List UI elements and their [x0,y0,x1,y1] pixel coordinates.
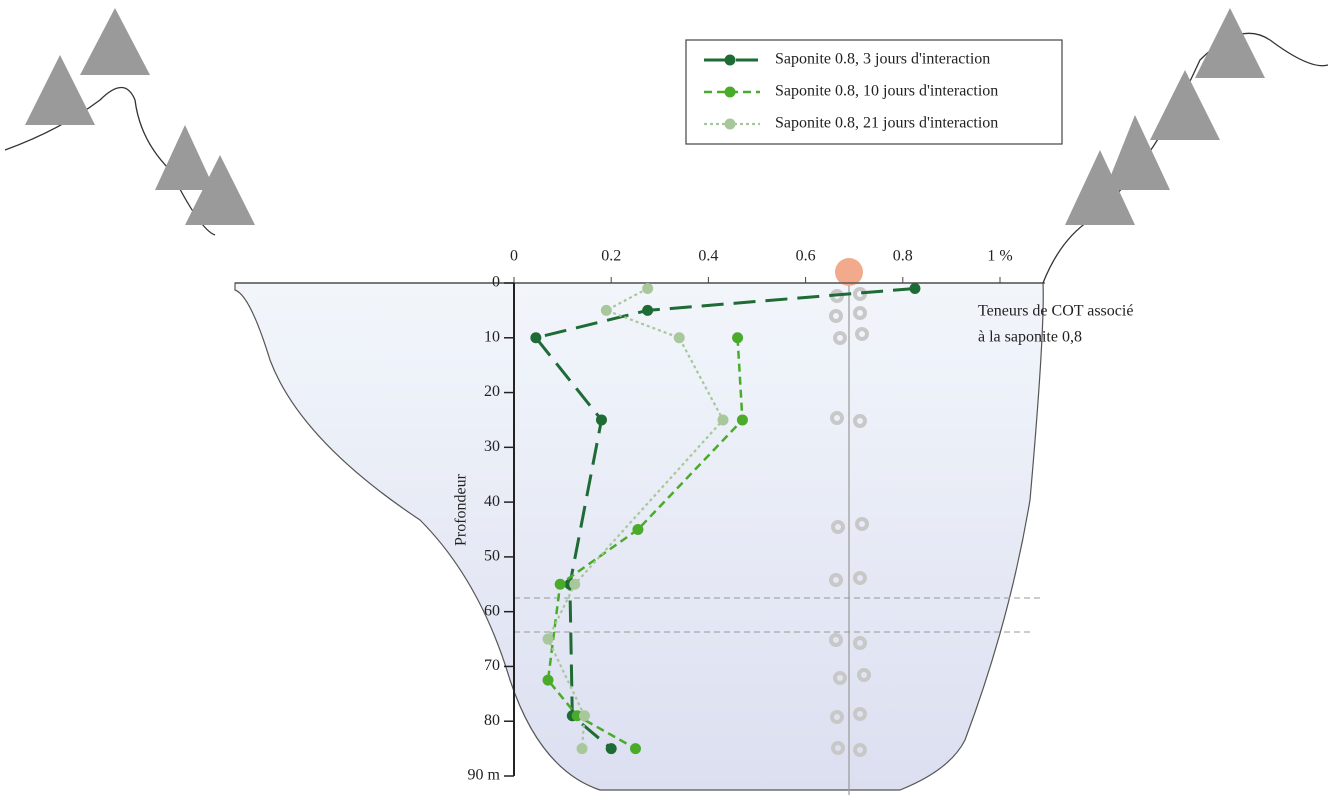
data-point [630,743,641,755]
x-tick-label: 0.2 [601,248,621,265]
legend-marker [724,54,736,66]
annotation: à la saponite 0,8 [978,329,1082,346]
data-point [600,304,612,316]
legend-label: Saponite 0.8, 21 jours d'interaction [775,115,998,132]
y-tick-label: 30 [484,438,500,455]
annotation: Teneurs de COT associé [978,303,1133,320]
legend-box [685,39,1063,145]
y-tick-label: 60 [484,602,500,619]
x-tick-label: 0.8 [893,248,913,265]
legend-marker [724,86,736,98]
y-tick-label: 0 [492,274,500,291]
data-point [673,332,685,344]
y-tick-label: 90 m [468,767,501,784]
data-point [530,332,542,344]
data-point [717,414,729,426]
data-point [642,304,654,316]
data-point [632,524,644,535]
series-line [546,287,725,749]
x-tick-label: 0.6 [796,248,816,265]
data-point [605,743,617,755]
data-point [909,282,921,294]
data-point [542,633,554,645]
data-point [554,578,566,590]
legend-label: Saponite 0.8, 3 jours d'interaction [775,51,990,68]
x-tick-label: 0.4 [698,248,718,265]
data-point [569,578,581,590]
y-tick-label: 70 [484,657,500,674]
y-tick-label: 80 [484,712,500,729]
data-point [736,414,748,426]
y-tick-label: 10 [484,328,500,345]
data-point [732,332,744,344]
data-point [595,414,607,426]
x-tick-label: 1 % [987,248,1012,265]
y-axis-label: Profondeur [453,473,470,546]
y-tick-label: 20 [484,383,500,400]
legend-label: Saponite 0.8, 10 jours d'interaction [775,83,998,100]
data-point [642,282,654,294]
scenery [4,8,1329,795]
data-point [542,674,554,686]
y-tick-label: 50 [484,548,500,565]
y-tick-label: 40 [484,493,500,510]
data-point [576,743,588,755]
legend-marker [724,118,736,130]
data-point [578,710,590,722]
x-tick-label: 0 [510,248,518,265]
